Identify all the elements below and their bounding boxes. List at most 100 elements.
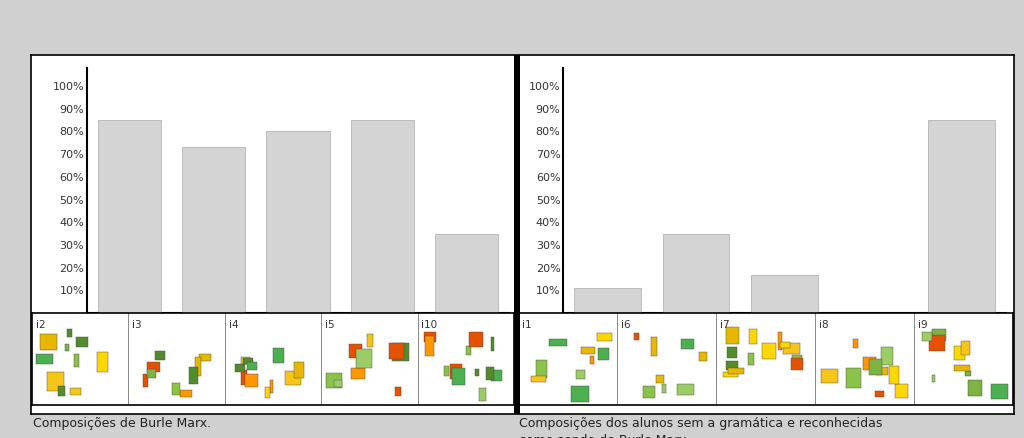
Bar: [479, 388, 486, 401]
Bar: [245, 374, 258, 387]
Bar: [990, 384, 1008, 399]
Bar: [791, 358, 803, 370]
Bar: [189, 367, 198, 384]
Bar: [243, 357, 253, 364]
Bar: [853, 339, 858, 348]
Bar: [590, 357, 595, 364]
Bar: [923, 332, 932, 341]
Text: i2: i2: [36, 320, 45, 330]
Bar: [266, 131, 330, 313]
Bar: [265, 388, 269, 398]
Text: Composições dos alunos sem a gramática e reconhecidas
como sendo de Burle Marx.: Composições dos alunos sem a gramática e…: [519, 417, 883, 438]
Bar: [783, 343, 800, 353]
Bar: [368, 334, 373, 347]
Bar: [575, 370, 585, 379]
Bar: [537, 360, 547, 378]
Bar: [425, 336, 434, 356]
Bar: [272, 348, 284, 364]
Bar: [356, 349, 372, 368]
Text: i5: i5: [325, 320, 335, 330]
Bar: [749, 353, 754, 365]
Bar: [270, 380, 273, 393]
Bar: [681, 339, 694, 350]
Bar: [349, 344, 362, 358]
Bar: [199, 353, 211, 361]
Bar: [728, 368, 744, 374]
Bar: [492, 337, 495, 351]
Bar: [663, 384, 666, 393]
Bar: [792, 355, 803, 364]
Bar: [968, 380, 982, 396]
Bar: [752, 275, 817, 313]
Bar: [392, 343, 409, 361]
Bar: [424, 332, 436, 342]
Bar: [846, 367, 861, 388]
Bar: [699, 352, 707, 361]
Bar: [762, 343, 776, 359]
Bar: [195, 357, 202, 376]
Bar: [182, 147, 246, 313]
Bar: [663, 234, 729, 313]
Bar: [779, 342, 791, 348]
Bar: [877, 367, 888, 375]
Bar: [651, 338, 657, 356]
Bar: [41, 334, 57, 350]
Bar: [58, 386, 65, 396]
Bar: [726, 327, 738, 343]
Bar: [486, 367, 495, 381]
Bar: [928, 120, 994, 313]
Text: i1: i1: [522, 320, 531, 330]
Bar: [466, 346, 471, 355]
Text: i10: i10: [422, 320, 437, 330]
Bar: [574, 288, 641, 313]
Bar: [247, 362, 257, 370]
Bar: [895, 385, 908, 398]
Bar: [294, 362, 304, 378]
Bar: [241, 370, 247, 385]
Bar: [962, 341, 970, 355]
Bar: [68, 329, 72, 336]
Bar: [634, 333, 639, 340]
Text: i3: i3: [132, 320, 141, 330]
Bar: [77, 337, 88, 347]
Text: Composições de Burle Marx.: Composições de Burle Marx.: [33, 417, 211, 430]
Bar: [236, 364, 245, 371]
Bar: [350, 368, 365, 379]
Bar: [146, 362, 160, 371]
Bar: [350, 120, 414, 313]
Bar: [453, 368, 465, 385]
Text: i6: i6: [621, 320, 631, 330]
Bar: [571, 386, 589, 403]
Bar: [723, 371, 737, 377]
Bar: [598, 348, 609, 360]
Bar: [47, 372, 63, 391]
Bar: [965, 371, 971, 377]
Bar: [435, 234, 499, 313]
Bar: [147, 369, 156, 378]
Bar: [749, 329, 757, 343]
Bar: [889, 366, 898, 384]
Bar: [70, 388, 81, 395]
Bar: [180, 390, 191, 397]
Bar: [389, 343, 404, 359]
Bar: [395, 388, 401, 396]
Bar: [475, 369, 479, 376]
Bar: [656, 374, 665, 383]
Bar: [75, 354, 79, 367]
Bar: [334, 380, 342, 388]
Bar: [444, 366, 450, 375]
Bar: [36, 353, 53, 364]
Bar: [242, 357, 250, 364]
Bar: [172, 383, 180, 395]
Bar: [450, 364, 462, 379]
Bar: [490, 370, 502, 381]
Bar: [954, 346, 966, 360]
Bar: [530, 376, 546, 381]
Bar: [597, 333, 611, 341]
Bar: [96, 352, 108, 371]
Bar: [869, 359, 882, 374]
Bar: [882, 347, 893, 365]
Text: i8: i8: [819, 320, 828, 330]
Text: i4: i4: [228, 320, 239, 330]
Bar: [778, 332, 782, 350]
